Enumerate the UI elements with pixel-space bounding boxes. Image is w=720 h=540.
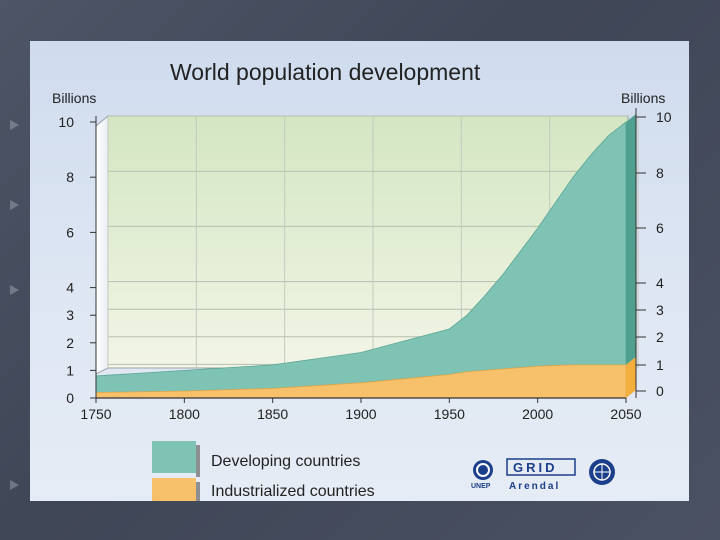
x-tick-label: 2000 [522,406,553,422]
right-tick-label: 8 [656,165,664,181]
legend-swatch-shadow [196,445,200,477]
left-tick-label: 4 [66,280,74,296]
population-figure: World population development Billions Bi… [30,41,689,501]
right-tick-label: 6 [656,220,664,236]
grid-arendal-logo: GRID Arendal [506,458,576,492]
right-tick-label: 10 [656,109,672,125]
unep-logo: UNEP [471,460,493,490]
bullet-arrow-icon [10,480,19,490]
left-tick-label: 8 [66,169,74,185]
legend: Developing countries Industrialized coun… [152,441,375,501]
unep-label: UNEP [471,483,491,490]
right-axis-label: Billions [621,90,665,106]
x-tick-label: 2050 [610,406,641,422]
chart-title: World population development [170,59,481,85]
x-tick-label: 1950 [434,406,465,422]
left-tick-label: 1 [66,362,74,378]
area-industrialized-side [626,356,636,398]
bullet-arrow-icon [10,120,19,130]
right-tick-label: 0 [656,383,664,399]
tick-labels: 1750 1800 1850 1900 1950 2000 2050 0 1 2 3 4 6 8 10 0 1 2… [58,109,671,422]
left-tick-label: 2 [66,335,74,351]
left-axis-label: Billions [52,90,96,106]
slide-bullet-column [6,0,26,540]
bullet-arrow-icon [10,285,19,295]
legend-swatch-developing [152,441,196,473]
legend-label-industrialized: Industrialized countries [211,483,375,500]
grid-logo-frame [506,458,576,476]
grid-logo-text: GRID [513,460,558,475]
area-developing-side [626,114,636,365]
left-wall [95,114,109,375]
legend-label-developing: Developing countries [211,453,360,470]
legend-swatch-industrialized [152,478,196,501]
x-tick-label: 1800 [169,406,200,422]
unep-emblem-icon [473,460,493,480]
left-tick-label: 10 [58,114,74,130]
un-logo [589,459,615,485]
left-tick-label: 6 [66,224,74,240]
left-tick-label: 3 [66,307,74,323]
x-tick-label: 1750 [80,406,111,422]
population-chart: World population development Billions Bi… [52,59,672,501]
legend-swatch-shadow [196,482,200,501]
unep-emblem-ring [476,463,490,477]
right-tick-label: 3 [656,302,664,318]
right-tick-label: 1 [656,357,664,373]
arendal-logo-text: Arendal [509,481,560,492]
right-tick-label: 4 [656,275,664,291]
area-series [95,114,636,399]
right-tick-label: 2 [656,329,664,345]
left-tick-label: 0 [66,390,74,406]
x-tick-label: 1900 [345,406,376,422]
x-tick-label: 1850 [257,406,288,422]
bullet-arrow-icon [10,200,19,210]
